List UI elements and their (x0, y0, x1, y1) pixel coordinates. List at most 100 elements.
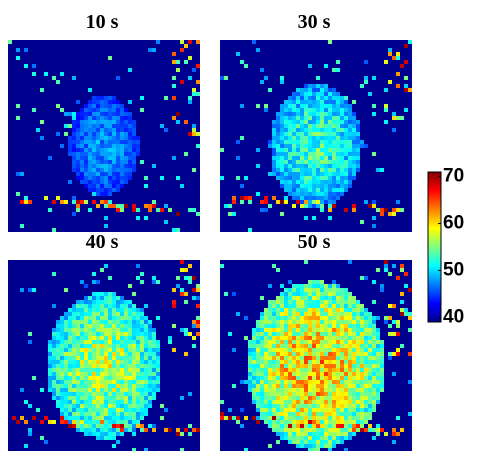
heatmap-cell (316, 448, 320, 451)
heatmap-cell (132, 392, 136, 396)
heatmap-cell (84, 384, 88, 388)
heatmap-cell (156, 280, 160, 284)
heatmap-cell (192, 124, 196, 128)
heatmap-cell (84, 300, 88, 304)
heatmap-cell (260, 324, 264, 328)
heatmap-cell (116, 188, 120, 192)
heatmap-cell (328, 164, 332, 168)
heatmap-cell (300, 292, 304, 296)
heatmap-cell (352, 204, 356, 208)
heatmap-cell (260, 396, 264, 400)
heatmap-cell (276, 376, 280, 380)
heatmap-cell (328, 192, 332, 196)
heatmap-cell (336, 104, 340, 108)
heatmap-cell (60, 400, 64, 404)
heatmap-cell (360, 324, 364, 328)
heatmap-cell (272, 308, 276, 312)
heatmap-cell (352, 176, 356, 180)
heatmap-cell (340, 380, 344, 384)
heatmap-cell (120, 352, 124, 356)
heatmap-cell (156, 368, 160, 372)
heatmap-cell (316, 116, 320, 120)
heatmap-cell (344, 324, 348, 328)
heatmap-cell (408, 328, 412, 332)
heatmap-cell (368, 396, 372, 400)
heatmap-cell (380, 208, 384, 212)
heatmap-cell (144, 348, 148, 352)
heatmap-cell (344, 136, 348, 140)
heatmap-cell (124, 124, 128, 128)
heatmap-cell (328, 412, 332, 416)
heatmap-cell (104, 384, 108, 388)
heatmap-cell (368, 416, 372, 420)
heatmap-cell (292, 420, 296, 424)
heatmap-cell (100, 336, 104, 340)
heatmap-cell (404, 312, 408, 316)
heatmap-cell (304, 364, 308, 368)
heatmap-cell (80, 280, 84, 284)
heatmap-cell (60, 324, 64, 328)
heatmap-cell (88, 148, 92, 152)
heatmap-cell (92, 412, 96, 416)
heatmap-cell (332, 128, 336, 132)
heatmap-cell (256, 104, 260, 108)
heatmap-cell (352, 112, 356, 116)
heatmap-cell (116, 392, 120, 396)
heatmap-cell (96, 404, 100, 408)
heatmap-cell (356, 156, 360, 160)
heatmap-cell (88, 128, 92, 132)
heatmap-cell (72, 348, 76, 352)
heatmap-cell (112, 372, 116, 376)
heatmap-cell (88, 116, 92, 120)
heatmap-cell (52, 228, 56, 232)
heatmap-cell (148, 388, 152, 392)
heatmap-cell (128, 420, 132, 424)
heatmap-cell (292, 152, 296, 156)
heatmap-cell (360, 408, 364, 412)
heatmap-cell (92, 112, 96, 116)
heatmap-cell (188, 100, 192, 104)
heatmap-cell (120, 416, 124, 420)
heatmap-cell (140, 388, 144, 392)
heatmap-cell (284, 404, 288, 408)
heatmap-cell (320, 168, 324, 172)
heatmap-cell (284, 292, 288, 296)
heatmap-cell (312, 400, 316, 404)
heatmap-cell (56, 380, 60, 384)
heatmap-cell (380, 352, 384, 356)
heatmap-cell (256, 348, 260, 352)
heatmap-cell (292, 100, 296, 104)
heatmap-cell (304, 396, 308, 400)
heatmap-cell (276, 200, 280, 204)
heatmap-cell (368, 92, 372, 96)
heatmap-cell (116, 168, 120, 172)
heatmap-cell (292, 380, 296, 384)
heatmap-cell (276, 416, 280, 420)
heatmap-cell (308, 432, 312, 436)
heatmap-cell (100, 388, 104, 392)
heatmap-cell (304, 216, 308, 220)
heatmap-cell (344, 388, 348, 392)
heatmap-cell (296, 380, 300, 384)
heatmap-cell (356, 364, 360, 368)
heatmap-cell (392, 428, 396, 432)
heatmap-cell (76, 304, 80, 308)
heatmap-cell (308, 408, 312, 412)
heatmap-cell (184, 292, 188, 296)
heatmap-cell (336, 420, 340, 424)
heatmap-cell (312, 164, 316, 168)
heatmap-cell (92, 272, 96, 276)
heatmap-cell (276, 408, 280, 412)
heatmap-cell (64, 344, 68, 348)
heatmap-cell (292, 140, 296, 144)
heatmap-cell (88, 160, 92, 164)
heatmap-cell (36, 128, 40, 132)
heatmap-cell (92, 164, 96, 168)
heatmap-cell (128, 348, 132, 352)
heatmap-cell (120, 356, 124, 360)
heatmap-cell (348, 176, 352, 180)
heatmap-cell (332, 196, 336, 200)
heatmap-cell (152, 200, 156, 204)
heatmap-cell (76, 360, 80, 364)
heatmap-cell (72, 316, 76, 320)
